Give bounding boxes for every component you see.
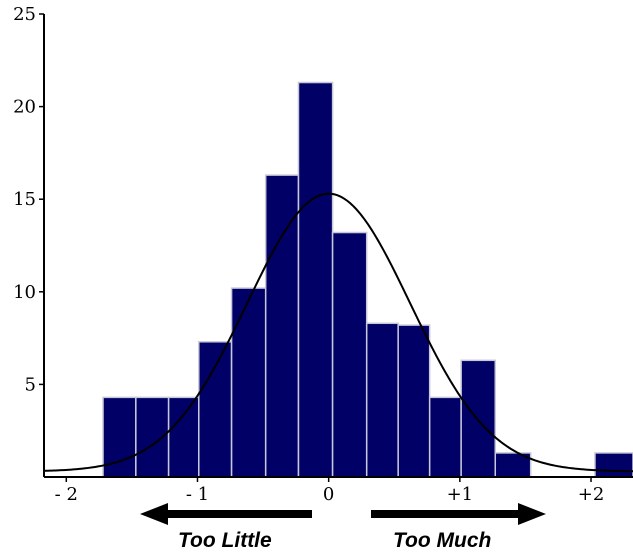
x-axis-ticks: - 2 - 1 0 +1 +2 — [55, 477, 605, 505]
histogram-bar — [460, 359, 497, 478]
y-tick-label: 20 — [13, 97, 36, 118]
histogram-bar — [230, 287, 267, 478]
too-little-label: Too Little — [178, 529, 272, 552]
y-axis-ticks: 5 10 15 20 25 — [13, 4, 44, 395]
histogram-bar — [428, 396, 462, 478]
left-arrow-icon — [140, 503, 312, 525]
histogram-bar — [167, 396, 200, 478]
histogram-bar — [264, 174, 300, 478]
normal-curve — [43, 192, 633, 473]
histogram-bar — [594, 452, 633, 478]
too-much-label: Too Much — [393, 529, 491, 552]
histogram-bar — [331, 231, 368, 478]
too-little-arrow: Too Little — [140, 503, 312, 552]
histogram-bar — [297, 81, 334, 478]
histogram-bar — [397, 324, 431, 478]
y-tick-label: 5 — [25, 374, 36, 395]
x-tick-label: - 2 — [55, 484, 78, 505]
y-tick-label: 15 — [13, 189, 36, 210]
y-tick-label: 10 — [13, 282, 36, 303]
x-tick-label: 0 — [323, 484, 334, 505]
histogram-bar — [198, 341, 233, 478]
x-tick-label: - 1 — [186, 484, 209, 505]
histogram-bar — [365, 322, 399, 478]
right-arrow-icon — [371, 503, 546, 525]
histogram-bars — [102, 81, 633, 478]
x-tick-label: +2 — [578, 484, 605, 505]
too-much-arrow: Too Much — [371, 503, 546, 552]
y-tick-label: 25 — [13, 4, 36, 25]
x-tick-label: +1 — [447, 484, 474, 505]
